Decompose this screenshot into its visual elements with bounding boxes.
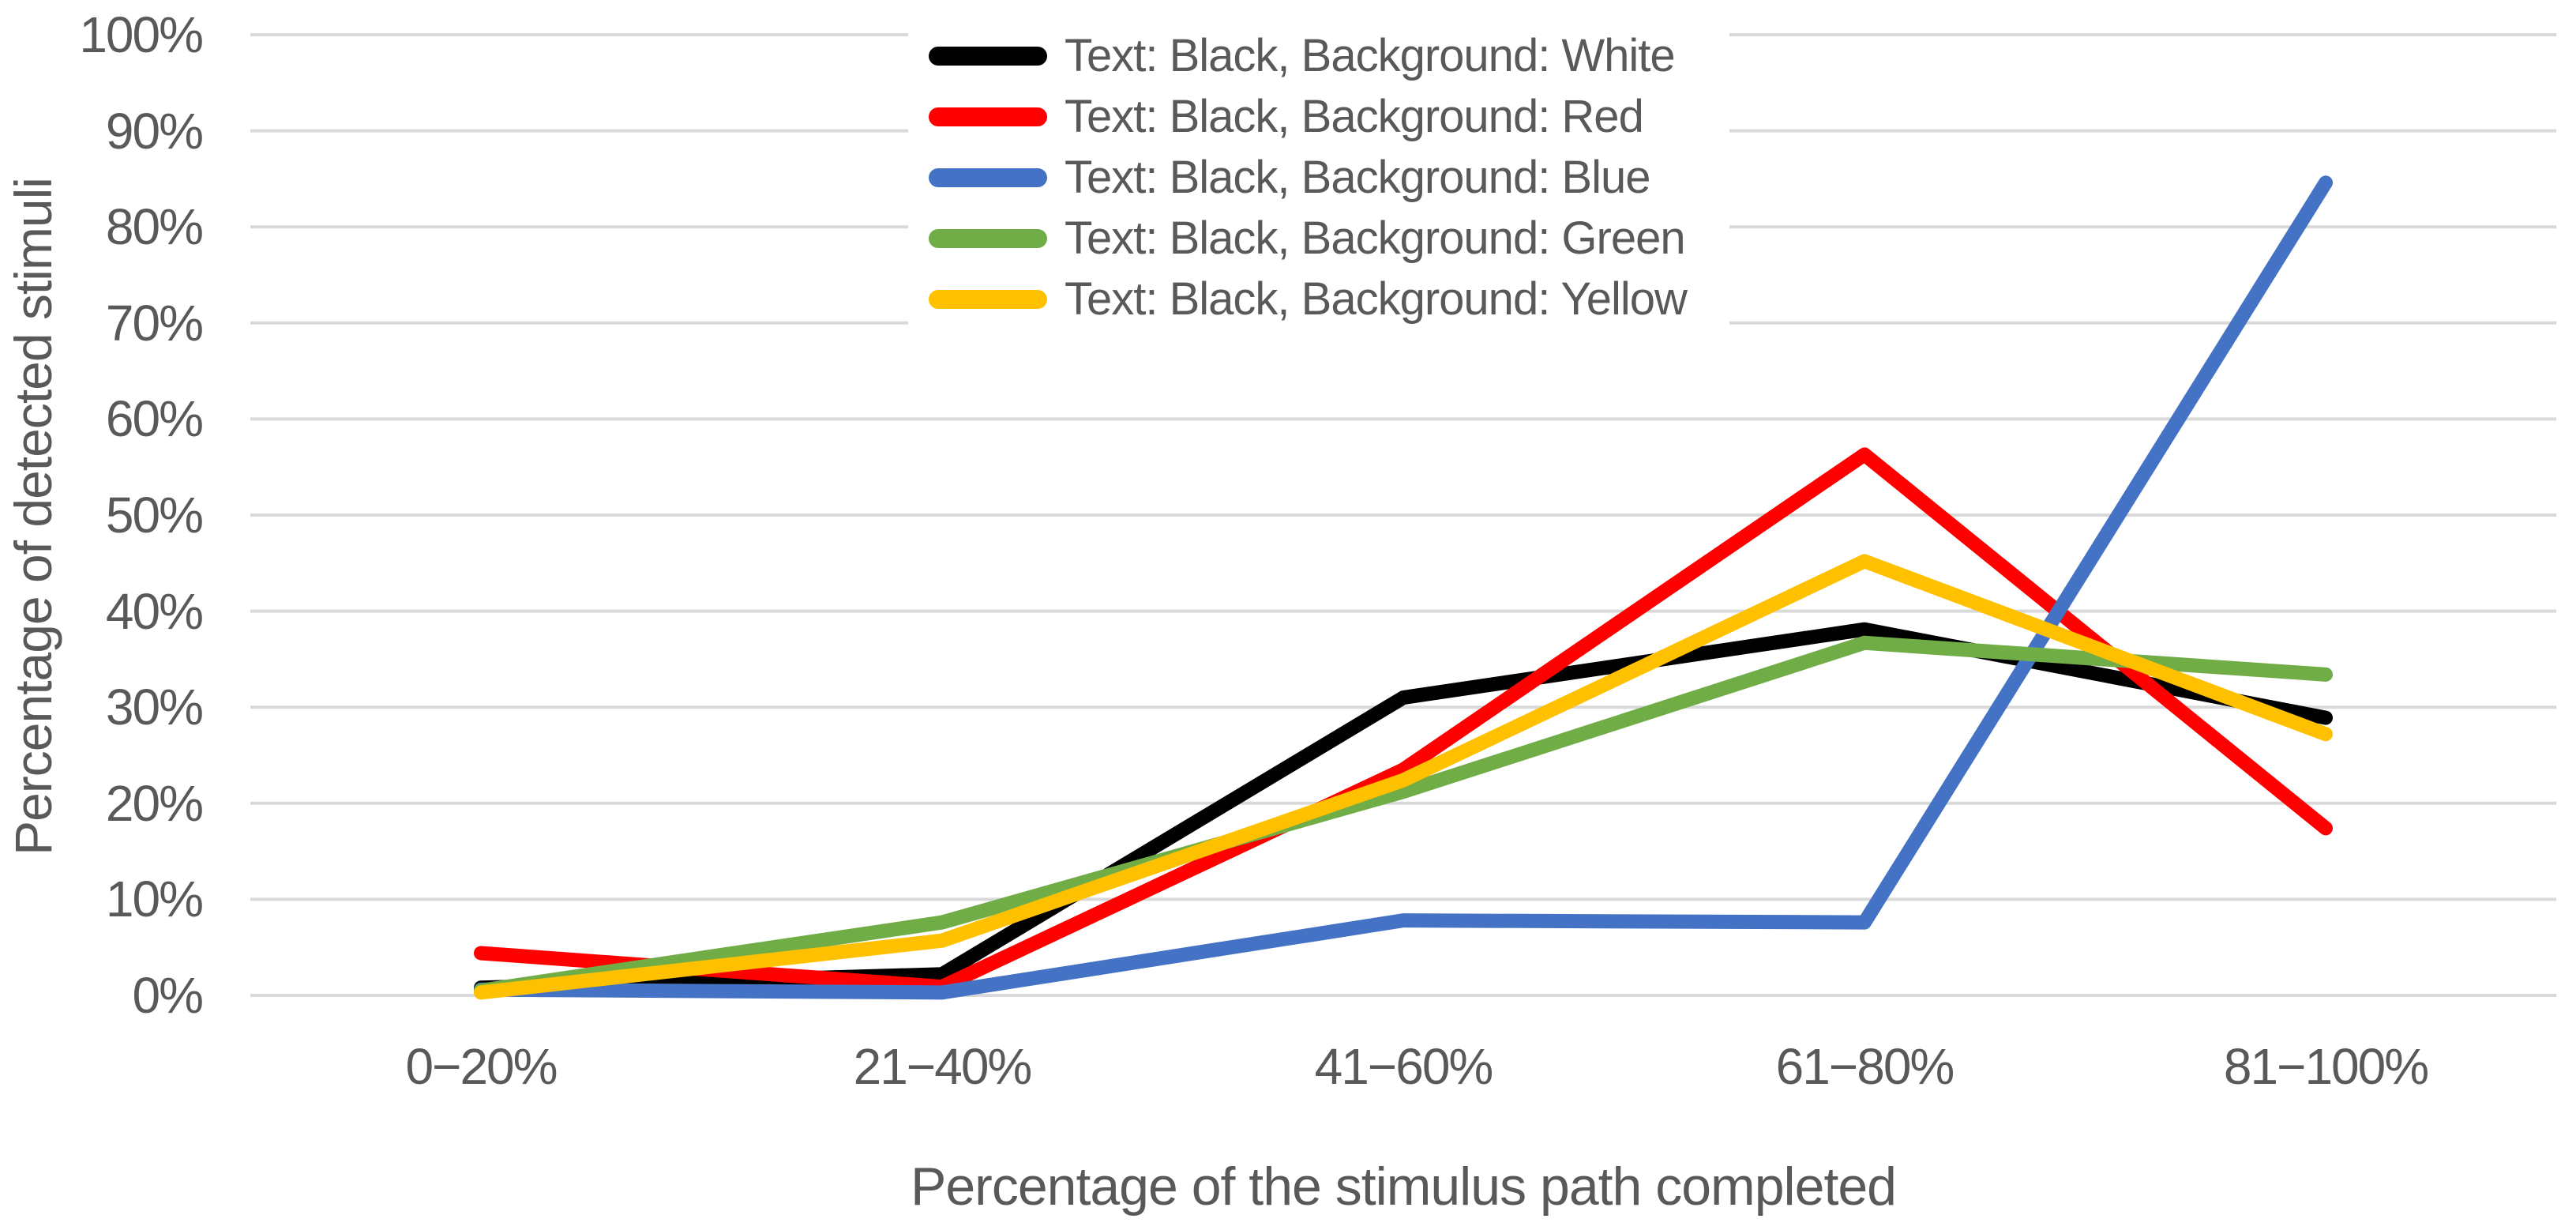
x-axis-title: Percentage of the stimulus path complete… bbox=[911, 1157, 1897, 1217]
y-tick-label: 90% bbox=[105, 102, 204, 160]
x-tick-label: 21−40% bbox=[853, 1038, 1033, 1095]
series-line-green bbox=[474, 635, 2333, 998]
legend-label: Text: Black, Background: White bbox=[1065, 30, 1676, 81]
legend-label: Text: Black, Background: Yellow bbox=[1065, 273, 1688, 325]
legend-item: Text: Black, Background: White bbox=[908, 25, 1729, 86]
series-lines-group bbox=[474, 175, 2333, 1000]
legend-line-swatch bbox=[929, 46, 1047, 66]
x-tick-label: 0−20% bbox=[405, 1038, 558, 1095]
series-line-yellow bbox=[474, 554, 2333, 1000]
legend-item: Text: Black, Background: Blue bbox=[908, 147, 1729, 208]
chart-legend: Text: Black, Background: White Text: Blac… bbox=[908, 25, 1729, 325]
y-tick-label: 70% bbox=[105, 294, 204, 352]
x-tick-label: 81−100% bbox=[2223, 1038, 2429, 1095]
series-line-white bbox=[474, 622, 2333, 995]
legend-label: Text: Black, Background: Red bbox=[1065, 91, 1644, 142]
legend-item: Text: Black, Background: Red bbox=[908, 86, 1729, 147]
y-tick-label: 100% bbox=[79, 6, 204, 63]
legend-label: Text: Black, Background: Blue bbox=[1065, 152, 1651, 203]
legend-item: Text: Black, Background: Yellow bbox=[908, 269, 1729, 329]
series-line-red bbox=[474, 447, 2333, 995]
y-axis-title: Percentage of detected stimuli bbox=[4, 178, 62, 856]
legend-line-swatch bbox=[929, 228, 1047, 248]
y-tick-label: 30% bbox=[105, 679, 204, 736]
y-tick-label: 10% bbox=[105, 871, 204, 928]
y-tick-label: 60% bbox=[105, 390, 204, 448]
y-tick-label: 0% bbox=[132, 967, 205, 1024]
x-tick-label: 41−60% bbox=[1314, 1038, 1494, 1095]
x-tick-label: 61−80% bbox=[1775, 1038, 1955, 1095]
legend-line-swatch bbox=[929, 289, 1047, 309]
legend-line-swatch bbox=[929, 167, 1047, 187]
legend-label: Text: Black, Background: Green bbox=[1065, 213, 1686, 264]
y-tick-label: 40% bbox=[105, 582, 204, 640]
legend-item: Text: Black, Background: Green bbox=[908, 208, 1729, 269]
y-tick-label: 20% bbox=[105, 774, 204, 832]
y-tick-label: 50% bbox=[105, 487, 204, 544]
legend-line-swatch bbox=[929, 107, 1047, 126]
y-tick-label: 80% bbox=[105, 198, 204, 256]
series-line-blue bbox=[474, 175, 2333, 1000]
